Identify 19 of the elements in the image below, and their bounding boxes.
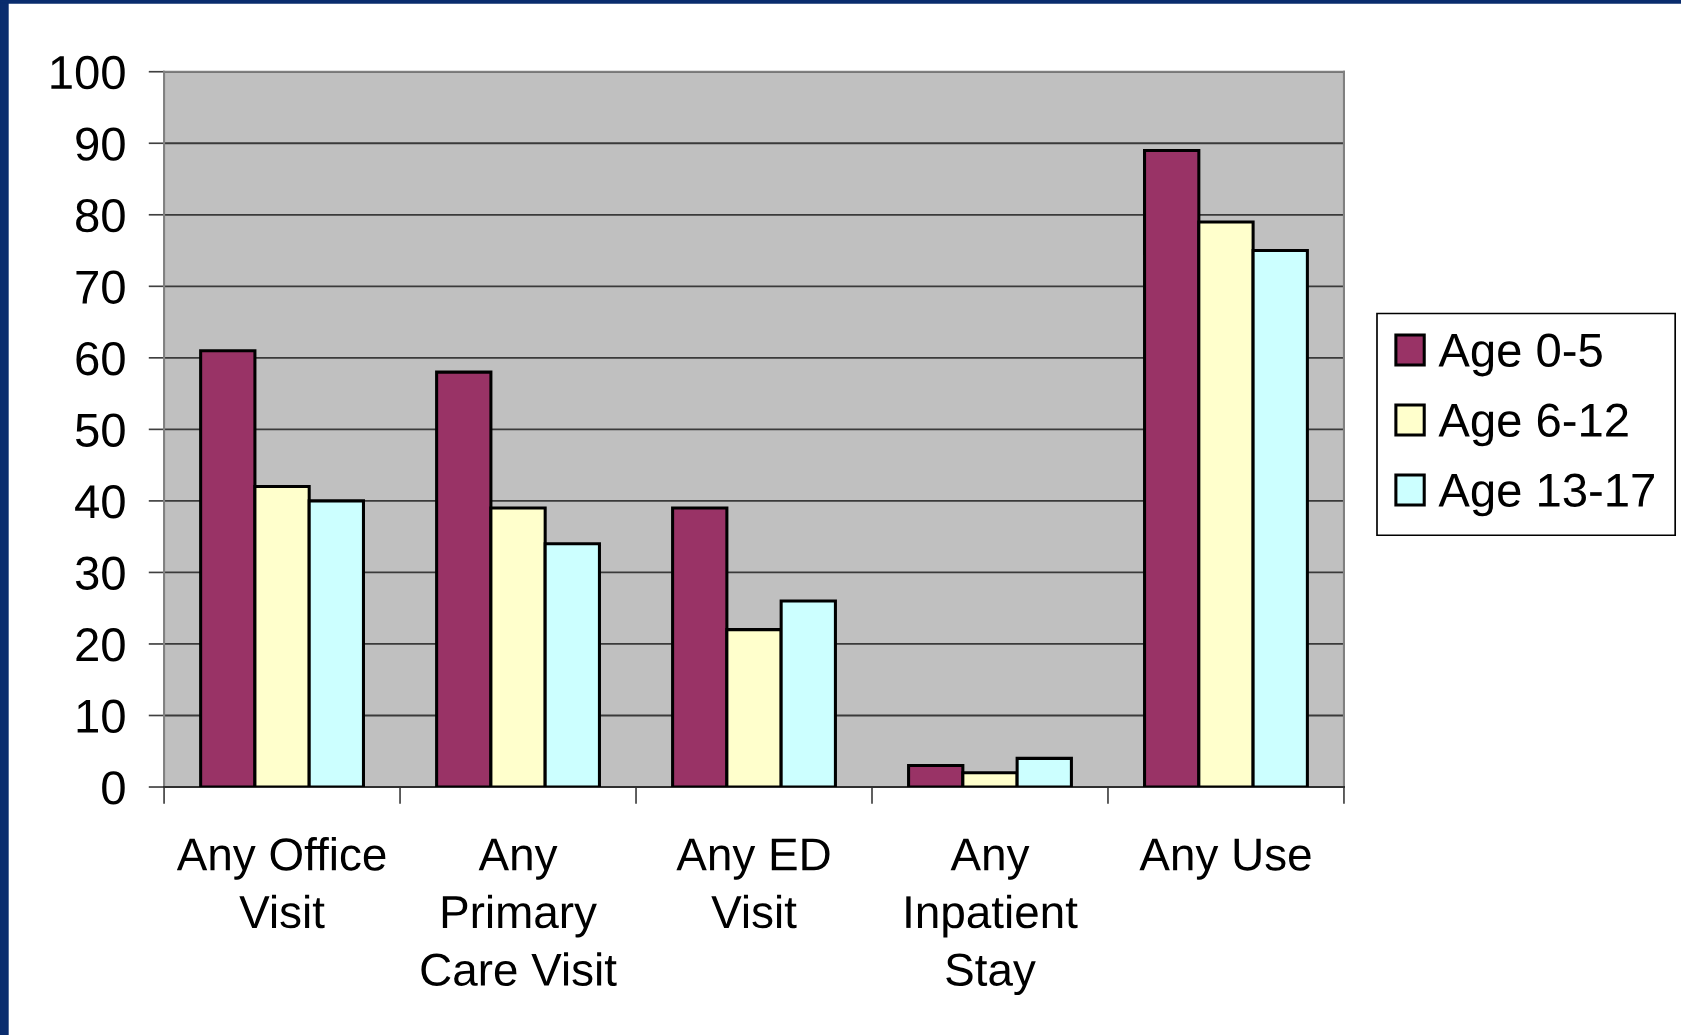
y-tick-label: 0	[102, 771, 125, 805]
y-tick-label: 60	[76, 341, 125, 376]
y-tick-label: 90	[76, 127, 125, 161]
legend-label: Age 6-12	[1438, 403, 1628, 447]
y-tick-label: 10	[77, 699, 125, 734]
x-tick-label: Any ED Visit	[676, 838, 830, 929]
y-tick-label: 40	[75, 485, 125, 519]
y-tick-label: 80	[76, 198, 125, 233]
legend-label: Age 0-5	[1438, 333, 1602, 377]
y-tick-label: 100	[51, 55, 125, 90]
y-tick-label: 50	[75, 413, 125, 447]
x-tick-label: Any Inpatient Stay	[906, 838, 1078, 996]
y-tick-label: 70	[76, 270, 125, 304]
x-tick-label: Any Primary Care Visit	[421, 838, 617, 987]
x-tick-label: Any Use	[1139, 838, 1311, 880]
legend-label: Age 13-17	[1438, 473, 1654, 517]
x-tick-label: Any Office Visit	[176, 837, 386, 929]
y-tick-label: 20	[76, 628, 125, 662]
y-tick-label: 30	[75, 556, 125, 590]
